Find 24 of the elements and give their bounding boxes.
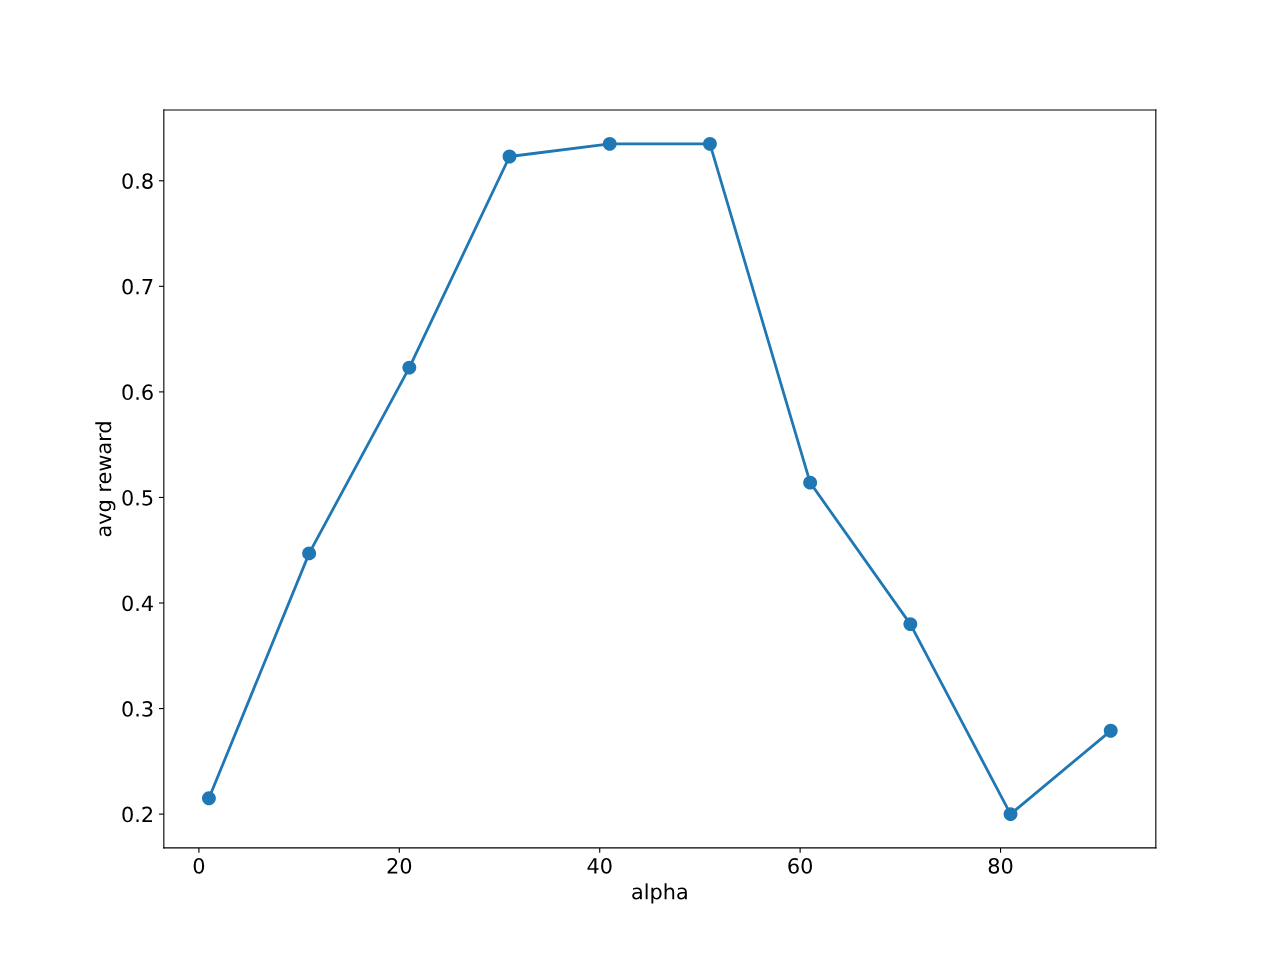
point (502, 149, 517, 164)
x-tick-label: 80 (988, 857, 1013, 874)
x-tick-label: 60 (788, 857, 812, 874)
point (1003, 807, 1018, 822)
y-axis-title: avg reward (95, 422, 116, 537)
point (703, 136, 717, 151)
point (803, 475, 818, 490)
x-axis-title: alpha (632, 883, 687, 904)
y-tick-label: 0.7 (122, 278, 153, 295)
y-tick-label: 0.4 (122, 595, 153, 612)
point (201, 791, 216, 806)
y-tick-label: 0.5 (122, 489, 153, 506)
point (602, 136, 617, 151)
x-tick-label: 0 (193, 857, 205, 874)
point (402, 360, 417, 375)
point (1103, 723, 1118, 738)
y-tick-label: 0.2 (122, 806, 153, 823)
x-tick-label: 20 (387, 857, 412, 874)
y-tick-label: 0.3 (122, 701, 153, 717)
y-tick-label: 0.8 (122, 173, 153, 189)
point (903, 617, 918, 632)
y-tick-label: 0.6 (122, 384, 153, 401)
x-tick-label: 40 (587, 857, 612, 874)
point (302, 546, 317, 561)
